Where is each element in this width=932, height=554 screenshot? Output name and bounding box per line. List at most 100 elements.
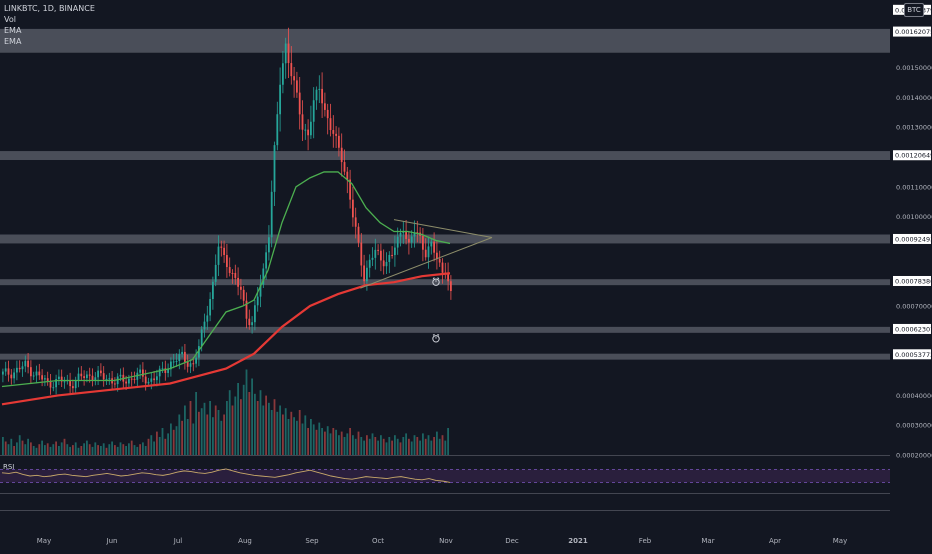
- volume-bar: [318, 422, 321, 455]
- candle-body: [212, 281, 214, 300]
- candle-body: [265, 252, 267, 269]
- price-tag-bg: [893, 233, 931, 244]
- candle-body: [80, 373, 83, 377]
- volume-bar: [402, 437, 405, 455]
- price-tick-label: 0.00040000: [896, 392, 932, 400]
- volume-bar: [74, 442, 77, 455]
- volume-bar: [100, 446, 102, 455]
- candle-body: [282, 63, 284, 85]
- sr-band: [0, 279, 890, 286]
- candle-body: [301, 114, 304, 130]
- triangle-line: [360, 237, 493, 289]
- volume-bar: [178, 414, 181, 455]
- candle-body: [13, 372, 15, 379]
- price-tick-label: 0.00130000: [896, 124, 932, 132]
- volume-bar: [380, 435, 382, 455]
- volume-bar: [326, 426, 329, 455]
- volume-bar: [343, 437, 346, 455]
- candles: [2, 27, 452, 395]
- alarm-clock-face: [432, 335, 440, 343]
- candle-body: [186, 361, 189, 367]
- volume-bar: [153, 441, 155, 455]
- volume-bar: [433, 437, 435, 455]
- volume-bar: [349, 428, 351, 455]
- candle-body: [100, 370, 102, 374]
- volume-bar: [186, 419, 189, 455]
- volume-bar: [422, 433, 424, 455]
- candle-body: [396, 236, 399, 248]
- candle-body: [18, 367, 21, 370]
- candle-body: [273, 145, 276, 192]
- candle-body: [380, 250, 382, 261]
- candle-body: [422, 235, 424, 250]
- candle-body: [46, 378, 49, 382]
- volume-bar: [368, 438, 371, 455]
- chart-legend: LINKBTC, 1D, BINANCE Vol EMA EMA: [4, 3, 95, 47]
- legend-indicator-ema-fast[interactable]: EMA: [4, 26, 22, 35]
- candle-body: [228, 267, 231, 273]
- candle-body: [139, 369, 141, 373]
- candle-body: [382, 260, 385, 267]
- candle-body: [338, 135, 340, 148]
- volume-bar: [226, 401, 228, 455]
- candle-body: [58, 376, 60, 380]
- volume-bar: [240, 399, 242, 455]
- legend-indicator-vol[interactable]: Vol: [4, 15, 16, 24]
- volume-bar: [88, 444, 91, 455]
- volume-bar: [338, 435, 340, 455]
- volume-bar: [108, 444, 111, 455]
- volume-bar: [352, 435, 354, 455]
- candle-body: [83, 376, 85, 379]
- candle-body: [156, 376, 158, 381]
- volume-bar: [441, 435, 444, 455]
- volume-bar: [366, 435, 368, 455]
- time-axis[interactable]: May Jun Jul Aug Sep Oct Nov Dec 2021 Feb Mar Apr May: [37, 537, 847, 545]
- candle-body: [150, 378, 153, 382]
- alarm-markers[interactable]: [432, 277, 440, 343]
- volume-bar: [21, 440, 24, 455]
- alarm-clock-icon[interactable]: [432, 277, 440, 286]
- price-axis[interactable]: 0.00150000 0.00140000 0.00130000 0.00110000…: [890, 0, 932, 550]
- volume-bar: [259, 390, 262, 455]
- candle-body: [136, 372, 139, 380]
- candle-body: [268, 237, 270, 253]
- volume-bar: [296, 420, 298, 455]
- volume-bar: [2, 437, 4, 455]
- volume-bar: [234, 396, 237, 455]
- candle-body: [181, 351, 183, 355]
- legend-indicator-ema-slow[interactable]: EMA: [4, 37, 22, 46]
- volume-bar: [279, 405, 281, 455]
- volume-bars: [2, 369, 449, 455]
- time-tick-label: May: [833, 537, 847, 545]
- candle-body: [402, 231, 405, 233]
- alarm-clock-icon[interactable]: [432, 333, 440, 343]
- candle-body: [416, 232, 419, 234]
- candle-body: [259, 284, 262, 297]
- candle-body: [2, 371, 4, 375]
- price-tag-label: 0.00053772: [895, 351, 932, 359]
- candle-body: [170, 361, 172, 370]
- volume-bar: [310, 419, 312, 455]
- time-tick-label: Dec: [505, 537, 519, 545]
- candle-body: [125, 381, 127, 384]
- candle-body: [4, 368, 7, 372]
- volume-bar: [324, 431, 326, 455]
- volume-bar: [72, 445, 74, 455]
- price-tick-label: 0.00030000: [896, 422, 932, 430]
- currency-badge[interactable]: BTC: [904, 3, 924, 17]
- volume-bar: [125, 446, 127, 455]
- candle-body: [21, 366, 24, 370]
- candle-body: [427, 246, 430, 258]
- candle-body: [114, 383, 116, 385]
- volume-bar: [301, 423, 304, 455]
- candle-body: [223, 247, 225, 256]
- volume-bar: [133, 445, 136, 455]
- triangle-line: [393, 219, 493, 238]
- volume-bar: [189, 401, 192, 455]
- legend-symbol[interactable]: LINKBTC, 1D, BINANCE: [4, 4, 95, 13]
- volume-bar: [332, 428, 335, 455]
- candle-body: [242, 289, 245, 301]
- volume-bar: [312, 424, 315, 455]
